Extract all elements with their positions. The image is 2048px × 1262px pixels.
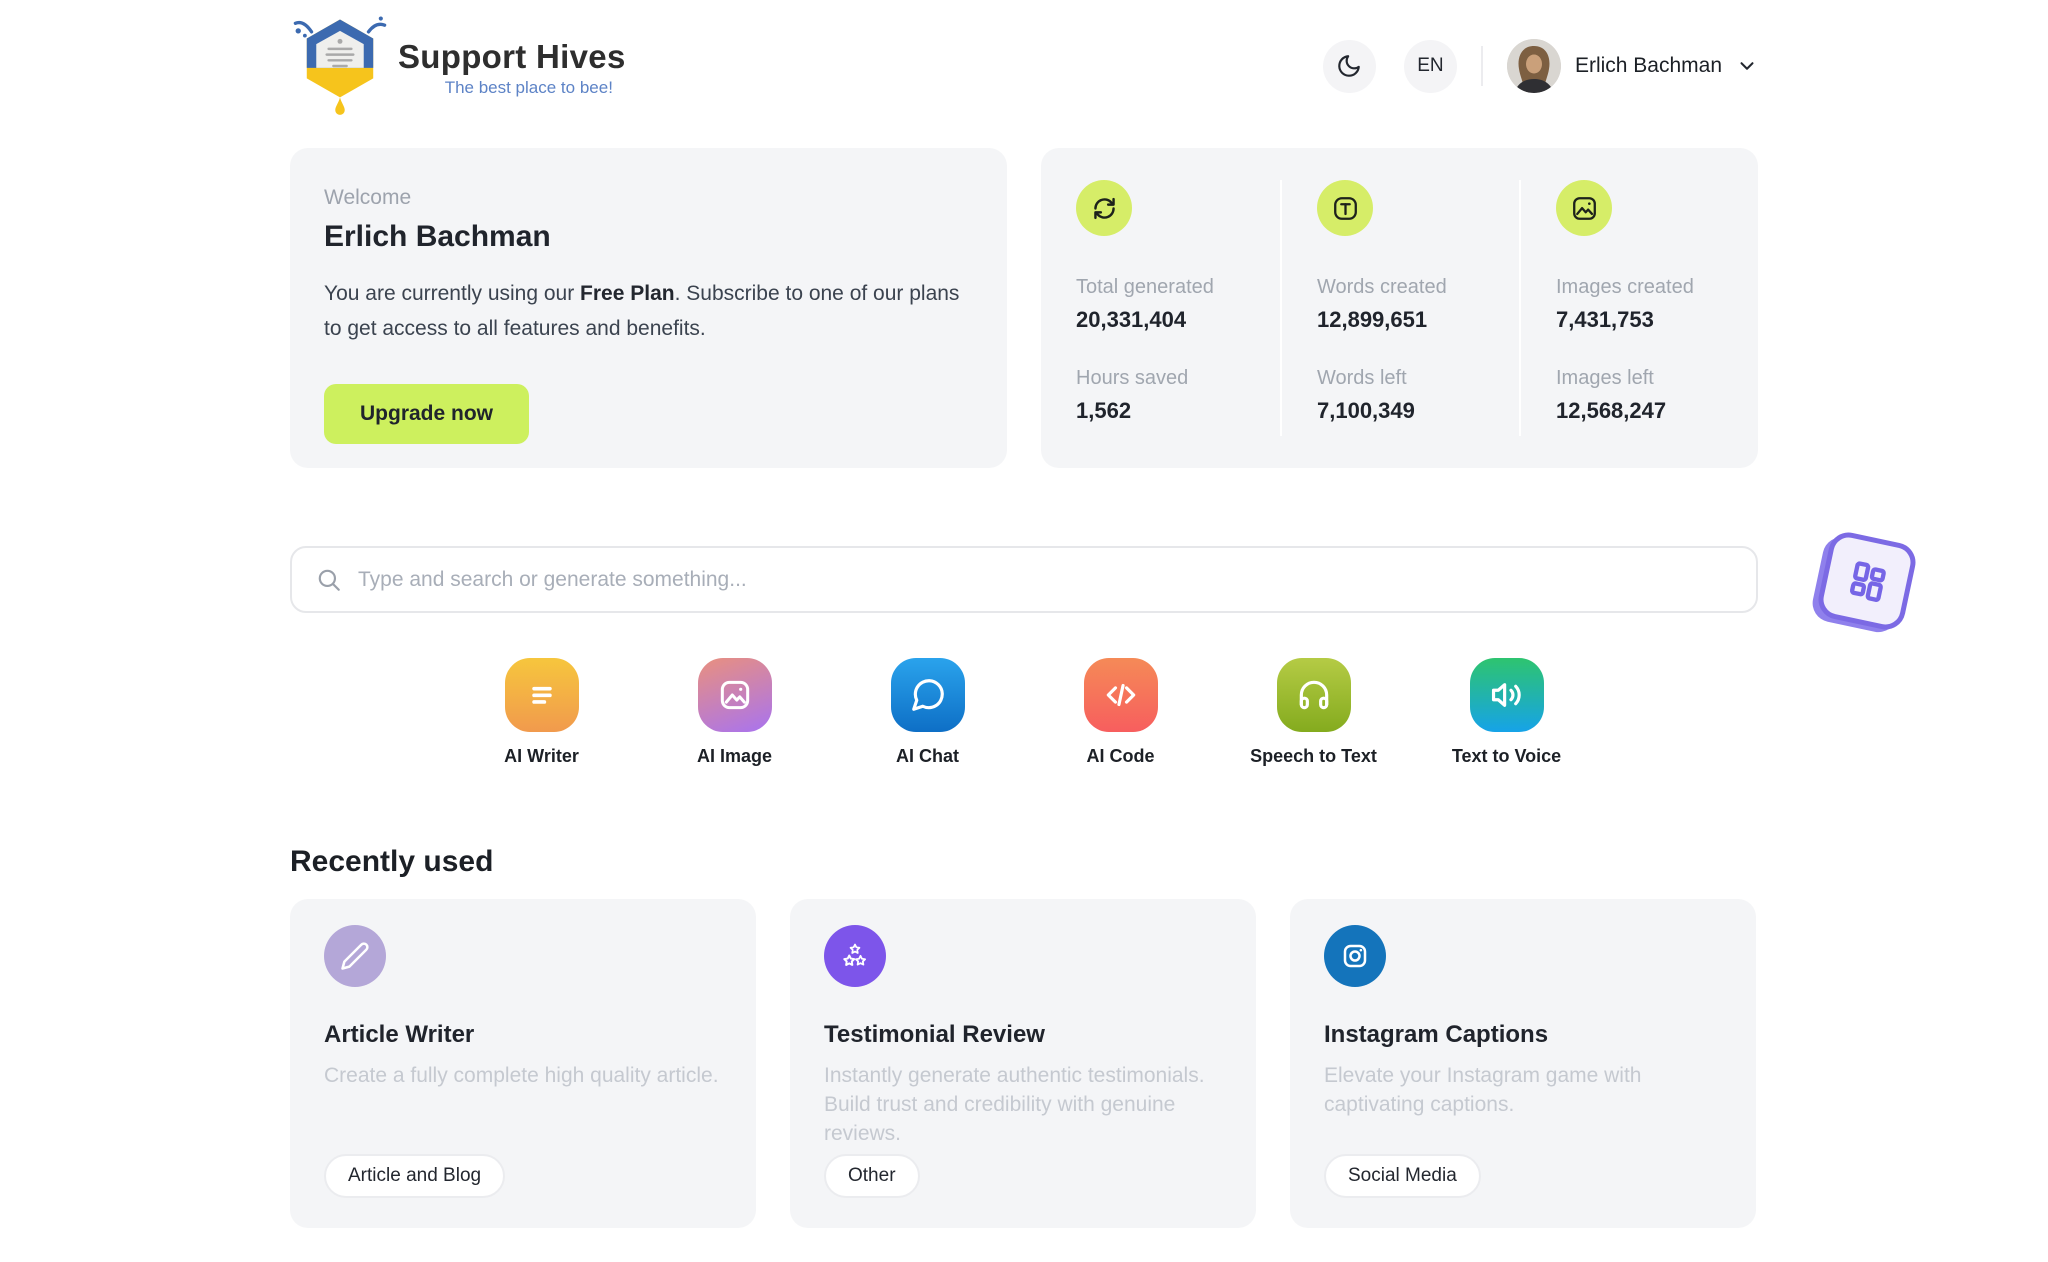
stat-value: 7,100,349 xyxy=(1317,398,1415,423)
header: Support Hives The best place to bee! EN xyxy=(290,0,1758,118)
tool-ai-image[interactable]: AI Image xyxy=(638,658,831,767)
stat-label: Words created xyxy=(1317,276,1447,298)
speaker-icon xyxy=(1469,658,1544,732)
refresh-icon xyxy=(1076,180,1132,236)
brand-logo[interactable]: Support Hives The best place to bee! xyxy=(290,10,626,122)
plan-message: You are currently using our Free Plan. S… xyxy=(324,276,967,346)
search-section xyxy=(290,546,1758,613)
stat-value: 1,562 xyxy=(1076,398,1132,423)
recent-card-description: Instantly generate authentic testimonial… xyxy=(824,1064,1205,1145)
category-tag[interactable]: Social Media xyxy=(1324,1154,1481,1198)
image-icon xyxy=(697,658,772,732)
tool-label: AI Code xyxy=(1086,746,1155,766)
header-actions: EN Erlich Bachman xyxy=(1322,39,1758,93)
brand-name: Support Hives xyxy=(398,38,626,75)
tool-label: AI Image xyxy=(696,746,773,766)
recent-card-testimonial-review[interactable]: Testimonial Review Instantly generate au… xyxy=(790,899,1256,1228)
tools-row: AI Writer AI Image AI Chat xyxy=(290,658,1758,767)
instagram-icon xyxy=(1324,925,1386,987)
stat-value: 7,431,753 xyxy=(1556,307,1654,332)
search-box xyxy=(290,546,1758,613)
hive-logo-icon xyxy=(293,16,387,115)
brand-tagline: The best place to bee! xyxy=(444,78,613,97)
stats-card: Total generated 20,331,404 Hours saved 1… xyxy=(1041,148,1758,468)
plan-message-suffix: . Subscribe to one of our plans to get a… xyxy=(324,282,960,340)
user-menu[interactable]: Erlich Bachman xyxy=(1506,39,1758,93)
search-icon xyxy=(318,569,340,591)
chevron-down-icon xyxy=(1740,62,1754,70)
tool-speech-to-text[interactable]: Speech to Text xyxy=(1217,658,1410,767)
stat-value: 20,331,404 xyxy=(1076,307,1187,332)
stat-column-images: Images created 7,431,753 Images left 12,… xyxy=(1519,180,1758,436)
headphones-icon xyxy=(1276,658,1351,732)
recent-card-instagram-captions[interactable]: Instagram Captions Elevate your Instagra… xyxy=(1290,899,1756,1228)
brand-text: Support Hives The best place to bee! xyxy=(398,10,626,98)
chat-bubble-icon xyxy=(890,658,965,732)
avatar xyxy=(1506,39,1561,93)
recent-card-description: Create a fully complete high quality art… xyxy=(324,1064,719,1087)
stat-label: Images created xyxy=(1556,276,1694,298)
theme-toggle-button[interactable] xyxy=(1322,39,1376,93)
recent-card-description: Elevate your Instagram game with captiva… xyxy=(1324,1064,1642,1116)
category-tag[interactable]: Article and Blog xyxy=(324,1154,506,1198)
tool-label: AI Chat xyxy=(896,746,959,766)
stat-label: Words left xyxy=(1317,367,1407,389)
recently-used-grid: Article Writer Create a fully complete h… xyxy=(290,899,1758,1228)
stat-label: Total generated xyxy=(1076,276,1214,298)
stat-label: Images left xyxy=(1556,367,1654,389)
avatar-illustration xyxy=(1506,39,1561,93)
stat-column-words: Words created 12,899,651 Words left 7,10… xyxy=(1280,180,1519,436)
recently-used-heading: Recently used xyxy=(290,845,494,878)
moon-icon xyxy=(1338,55,1361,77)
dashboard-page: Support Hives The best place to bee! EN xyxy=(290,0,1758,1228)
hero-section: Welcome Erlich Bachman You are currently… xyxy=(290,148,1758,468)
pencil-icon xyxy=(324,925,386,987)
text-icon xyxy=(1317,180,1373,236)
category-tag[interactable]: Other xyxy=(824,1154,920,1198)
stat-label: Hours saved xyxy=(1076,367,1189,389)
stat-column-generated: Total generated 20,331,404 Hours saved 1… xyxy=(1041,180,1280,436)
dashboard-widget-sticker[interactable] xyxy=(1814,528,1920,634)
tool-ai-writer[interactable]: AI Writer xyxy=(445,658,638,767)
welcome-card: Welcome Erlich Bachman You are currently… xyxy=(290,148,1007,468)
welcome-user-name: Erlich Bachman xyxy=(324,220,551,253)
tool-label: AI Writer xyxy=(504,746,579,766)
recent-card-title: Instagram Captions xyxy=(1324,1021,1549,1048)
tool-text-to-voice[interactable]: Text to Voice xyxy=(1410,658,1603,767)
stars-icon xyxy=(824,925,886,987)
language-button[interactable]: EN xyxy=(1403,39,1457,93)
upgrade-button[interactable]: Upgrade now xyxy=(324,384,530,444)
plan-message-prefix: You are currently using our xyxy=(324,282,581,305)
recent-card-title: Article Writer xyxy=(324,1021,475,1048)
recent-card-article-writer[interactable]: Article Writer Create a fully complete h… xyxy=(290,899,756,1228)
search-input[interactable] xyxy=(358,567,1732,592)
header-divider xyxy=(1480,46,1483,86)
tool-ai-chat[interactable]: AI Chat xyxy=(831,658,1024,767)
recent-card-title: Testimonial Review xyxy=(824,1021,1045,1048)
stat-value: 12,899,651 xyxy=(1317,307,1428,332)
welcome-eyebrow: Welcome xyxy=(324,186,412,209)
code-icon xyxy=(1083,658,1158,732)
plan-name: Free Plan xyxy=(580,282,675,305)
user-name: Erlich Bachman xyxy=(1574,54,1722,77)
tool-ai-code[interactable]: AI Code xyxy=(1024,658,1217,767)
tool-label: Text to Voice xyxy=(1451,746,1562,766)
image-icon xyxy=(1556,180,1612,236)
tool-label: Speech to Text xyxy=(1250,746,1377,766)
stat-value: 12,568,247 xyxy=(1556,398,1667,423)
dashboard-grid-icon xyxy=(1849,561,1886,602)
writer-lines-icon xyxy=(504,658,579,732)
